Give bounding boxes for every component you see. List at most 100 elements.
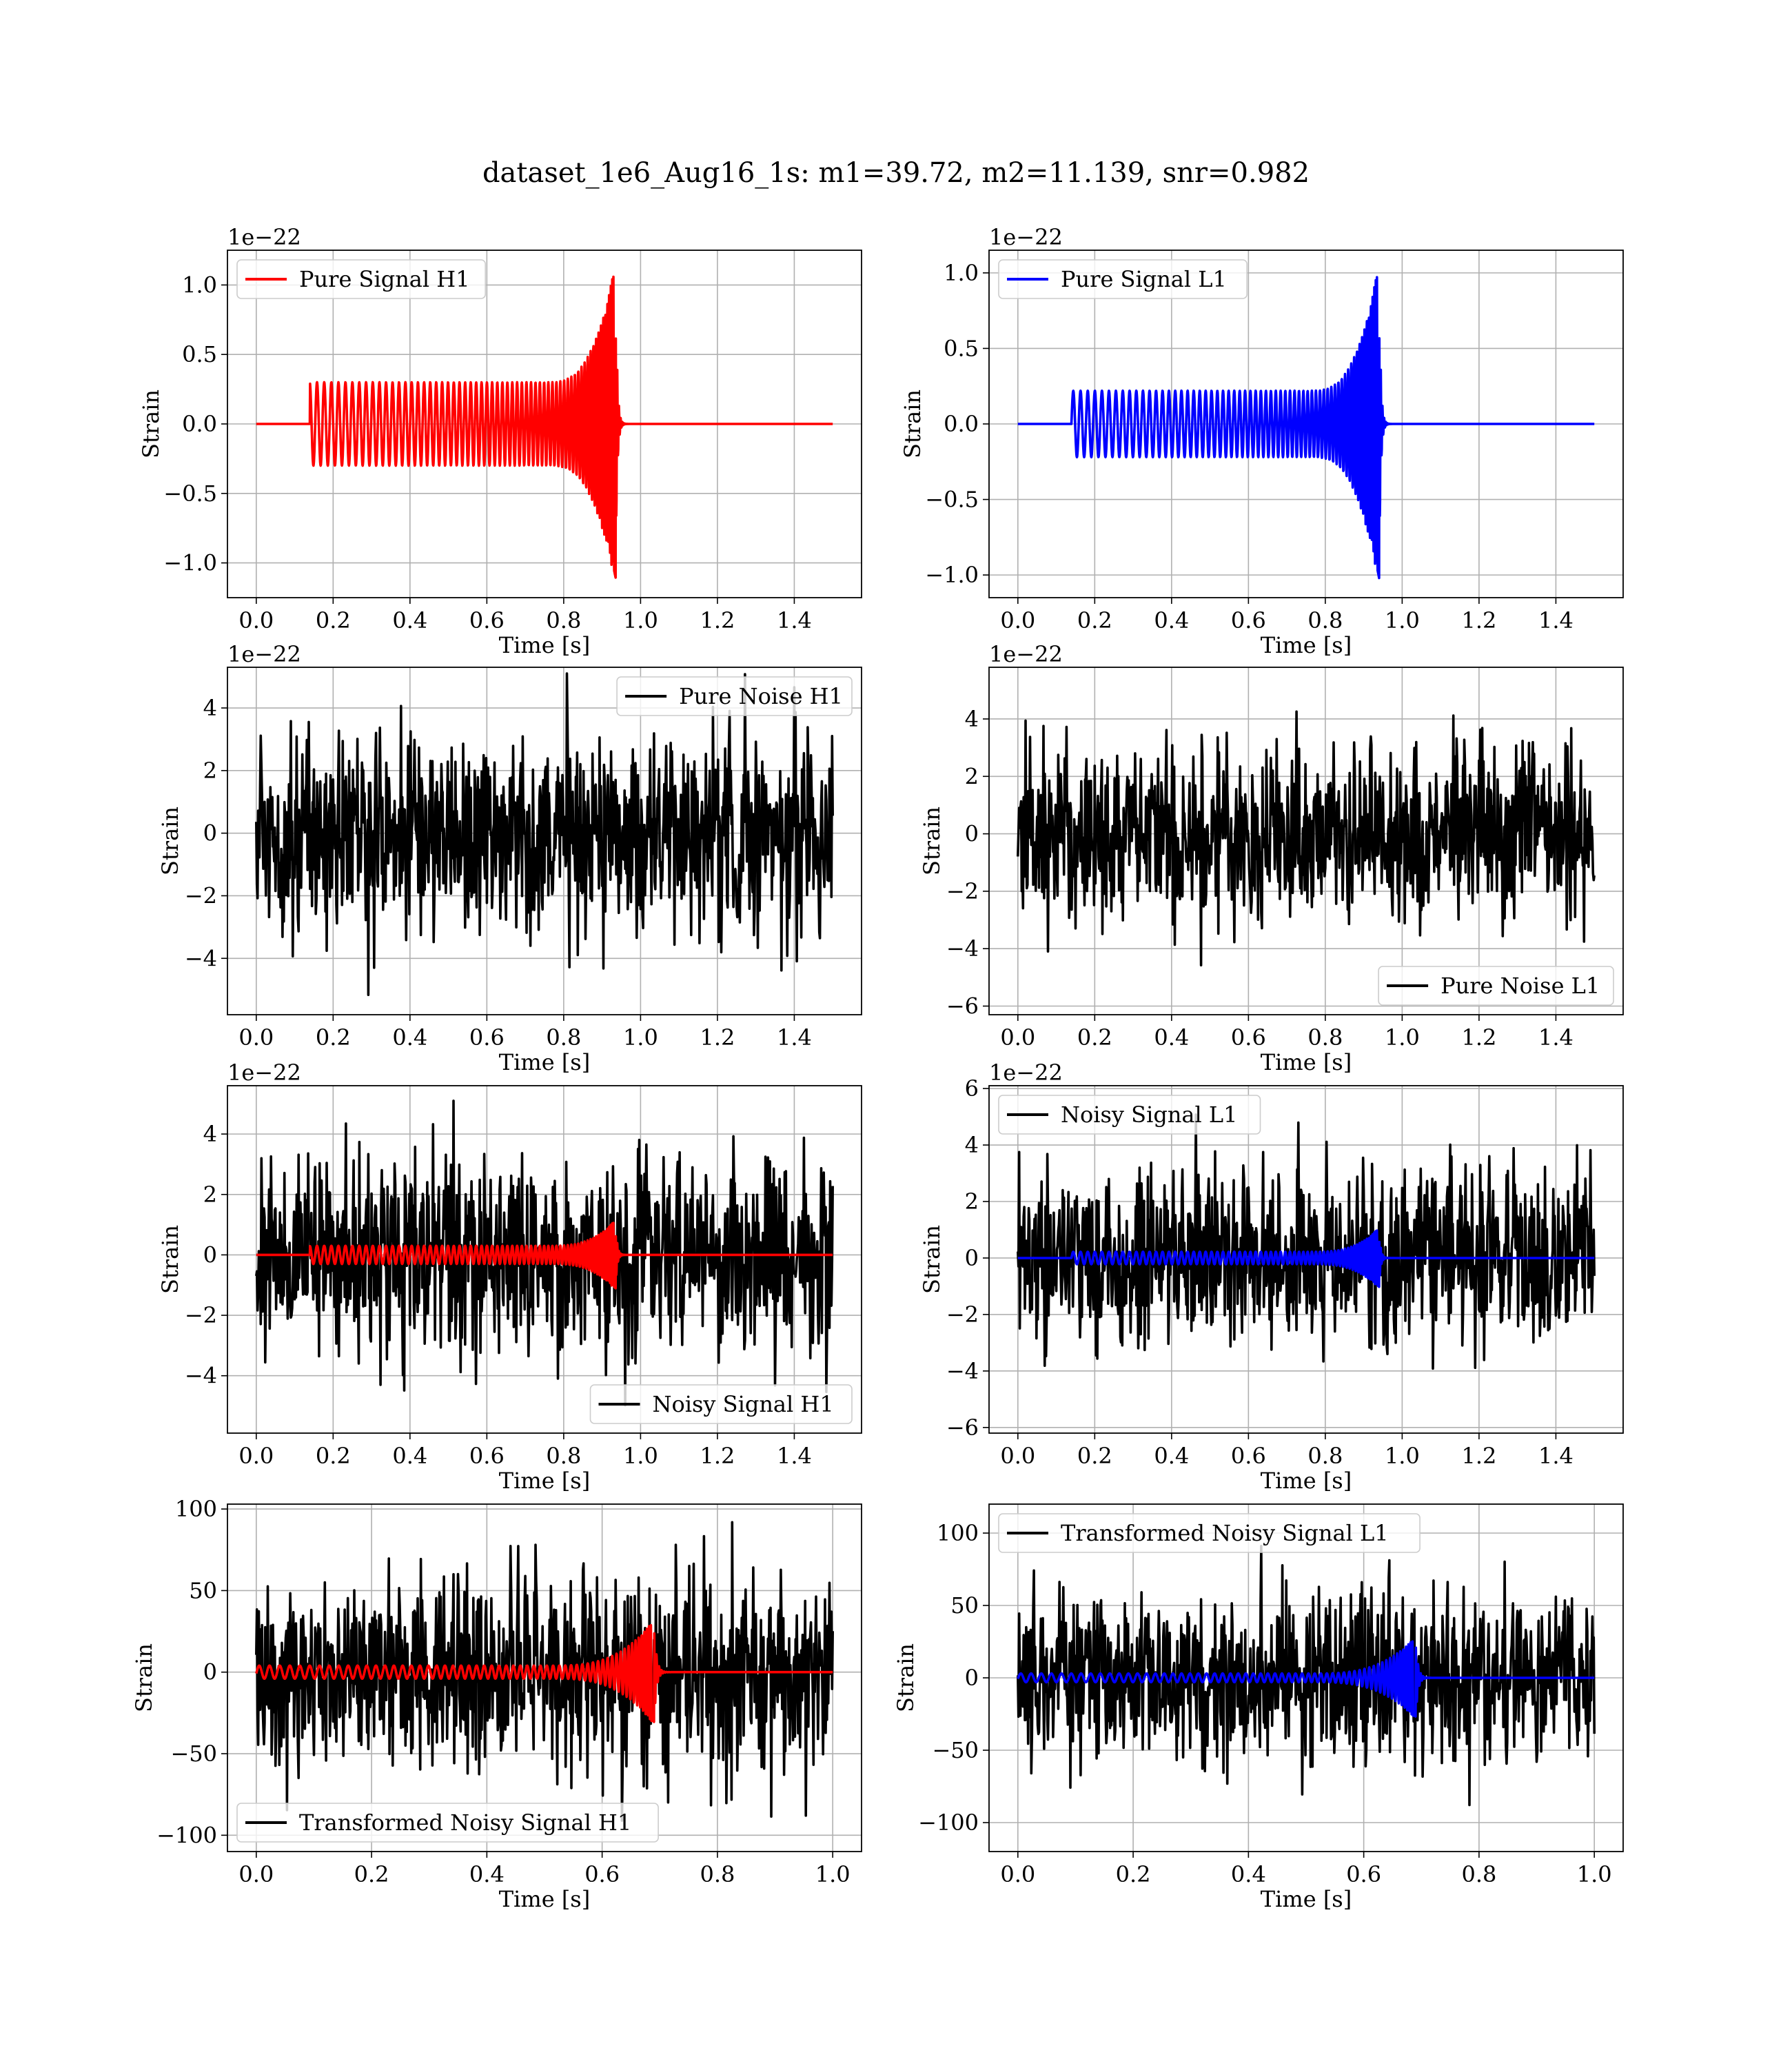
- x-tick-label: 1.0: [815, 1861, 851, 1887]
- y-tick-label: 100: [937, 1520, 979, 1546]
- x-axis-label: Time [s]: [1261, 632, 1352, 658]
- series-line-noise: [255, 672, 834, 996]
- y-tick-label: 0.0: [182, 411, 217, 437]
- x-tick-label: 1.0: [623, 607, 658, 633]
- y-tick-label: 2: [965, 1188, 979, 1215]
- y-tick-label: −1.0: [163, 550, 217, 576]
- subplot-4: 0.0 0.2 0.4 0.6 0.8 1.0 1.2 1.4 −6 −4 −2 0 2 4 Time [s…: [919, 641, 1624, 1075]
- legend: Pure Noise L1: [1378, 966, 1614, 1006]
- series-line-noise: [255, 1099, 834, 1407]
- y-tick-label: 0: [203, 1241, 217, 1268]
- plot-area: [1017, 1545, 1596, 1807]
- x-tick-label: 0.6: [469, 1443, 505, 1469]
- legend-label: Transformed Noisy Signal L1: [1061, 1520, 1389, 1546]
- y-tick-label: −6: [946, 1415, 979, 1441]
- x-tick-label: 1.2: [1461, 1024, 1496, 1051]
- x-tick-label: 0.8: [1307, 607, 1343, 633]
- y-tick-label: 6: [965, 1075, 979, 1102]
- axes-frame: [988, 667, 1624, 1015]
- y-tick-label: 4: [203, 1121, 217, 1147]
- series-line-signal: [1017, 1640, 1596, 1718]
- x-axis-label: Time [s]: [499, 1049, 590, 1075]
- x-tick-label: 0.0: [1000, 1443, 1035, 1469]
- plot-area: [1017, 276, 1596, 580]
- axis-offset-text: 1e−22: [989, 1060, 1063, 1086]
- y-axis-label: Strain: [899, 389, 926, 458]
- y-tick-label: 0.5: [944, 335, 979, 361]
- y-tick-label: 0: [965, 821, 979, 847]
- y-tick-label: −2: [946, 878, 979, 904]
- y-tick-label: 1.0: [944, 260, 979, 286]
- axes-frame: [227, 667, 862, 1015]
- y-axis-label: Strain: [919, 807, 945, 875]
- subplot-6: 0.0 0.2 0.4 0.6 0.8 1.0 1.2 1.4 −6 −4 −2 0 2 4 6 Time […: [919, 1060, 1624, 1494]
- y-tick-label: 0: [203, 820, 217, 847]
- x-tick-label: 0.6: [1231, 607, 1266, 633]
- y-tick-label: 2: [203, 1182, 217, 1208]
- y-axis-label: Strain: [157, 1225, 183, 1294]
- x-tick-label: 0.2: [354, 1861, 389, 1887]
- series-line-signal: [255, 1623, 834, 1723]
- legend-label: Pure Signal L1: [1061, 266, 1227, 292]
- x-tick-label: 0.8: [1307, 1443, 1343, 1469]
- x-tick-label: 0.2: [1077, 607, 1112, 633]
- plot-area: [255, 672, 834, 996]
- series-line-signal: [1017, 276, 1596, 580]
- axis-offset-text: 1e−22: [989, 224, 1063, 250]
- figure-title: dataset_1e6_Aug16_1s: m1=39.72, m2=11.13…: [482, 157, 1310, 189]
- y-tick-label: 2: [203, 758, 217, 784]
- x-tick-label: 1.0: [623, 1024, 658, 1051]
- y-tick-label: 4: [203, 695, 217, 721]
- x-tick-label: 0.0: [1000, 607, 1035, 633]
- legend-box: [589, 1384, 853, 1424]
- axes-frame: [227, 1085, 862, 1434]
- y-tick-label: −4: [946, 1358, 979, 1384]
- subplot-3: 0.0 0.2 0.4 0.6 0.8 1.0 1.2 1.4 −4 −2 0 2 4 Time [s] S…: [157, 641, 862, 1075]
- x-tick-label: 1.0: [1385, 1024, 1420, 1051]
- y-tick-label: −4: [185, 945, 217, 971]
- x-axis-label: Time [s]: [499, 1886, 590, 1912]
- y-tick-label: −2: [185, 882, 217, 909]
- x-tick-label: 0.2: [316, 1024, 351, 1051]
- series-line-signal: [255, 1221, 834, 1290]
- y-tick-label: −4: [946, 935, 979, 962]
- x-tick-label: 0.0: [238, 1024, 274, 1051]
- x-axis-label: Time [s]: [499, 1468, 590, 1494]
- x-tick-label: 0.2: [1077, 1443, 1112, 1469]
- x-tick-label: 1.4: [1538, 607, 1574, 633]
- subplot-2: 0.0 0.2 0.4 0.6 0.8 1.0 1.2 1.4 −1.0 −0.5 0.0 0.5 1.…: [899, 224, 1624, 658]
- legend: Pure Signal H1: [236, 259, 487, 299]
- legend: Pure Noise H1: [616, 676, 853, 716]
- legend-box: [998, 1095, 1261, 1135]
- x-tick-label: 0.4: [1154, 1443, 1189, 1469]
- x-tick-label: 0.8: [546, 1443, 581, 1469]
- legend-box: [1378, 966, 1614, 1006]
- series-line-signal: [255, 275, 834, 579]
- x-tick-label: 0.8: [1461, 1861, 1496, 1887]
- legend-box: [616, 676, 853, 716]
- legend-label: Pure Noise H1: [679, 683, 843, 709]
- y-tick-label: −0.5: [163, 480, 217, 507]
- x-tick-label: 0.8: [1307, 1024, 1343, 1051]
- x-tick-label: 1.2: [700, 1024, 735, 1051]
- legend-label: Transformed Noisy Signal H1: [299, 1810, 631, 1836]
- y-axis-label: Strain: [131, 1643, 157, 1712]
- y-tick-label: −2: [185, 1302, 217, 1328]
- y-tick-label: 0: [965, 1665, 979, 1691]
- x-tick-label: 0.8: [546, 1024, 581, 1051]
- subplot-1: 0.0 0.2 0.4 0.6 0.8 1.0 1.2 1.4 −1.0 −0.5 0.0 0.5 1.…: [138, 224, 862, 658]
- y-axis-label: Strain: [919, 1225, 945, 1294]
- x-tick-label: 1.0: [1385, 1443, 1420, 1469]
- y-axis-label: Strain: [138, 389, 164, 458]
- axis-offset-text: 1e−22: [227, 641, 301, 667]
- y-tick-label: 1.0: [182, 272, 217, 298]
- x-tick-label: 1.2: [1461, 1443, 1496, 1469]
- legend: Noisy Signal H1: [589, 1384, 853, 1424]
- axis-offset-text: 1e−22: [227, 1060, 301, 1086]
- legend-label: Pure Noise L1: [1440, 973, 1600, 999]
- plot-area: [1017, 1113, 1596, 1370]
- x-tick-label: 0.6: [584, 1861, 620, 1887]
- x-axis-label: Time [s]: [1261, 1049, 1352, 1075]
